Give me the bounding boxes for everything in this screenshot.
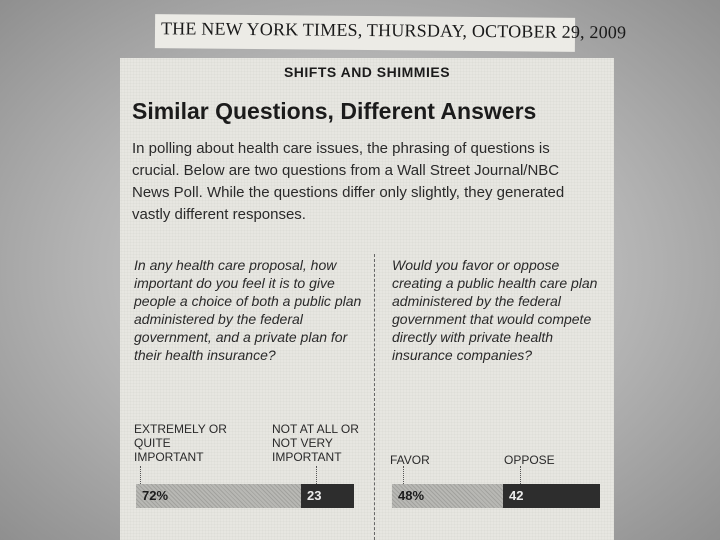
q2-response-2-label: OPPOSE bbox=[504, 453, 555, 467]
question-2-text: Would you favor or oppose creating a pub… bbox=[392, 257, 598, 363]
section-kicker: SHIFTS AND SHIMMIES bbox=[283, 64, 451, 80]
newspaper-masthead: THE NEW YORK TIMES, THURSDAY, OCTOBER 29… bbox=[154, 14, 626, 52]
q2-response-1-tick bbox=[403, 466, 404, 486]
column-divider bbox=[374, 254, 375, 540]
q2-response-2-bar: 42 bbox=[503, 484, 600, 508]
q2-response-1-bar: 48% bbox=[392, 484, 503, 508]
q2-response-2-tick bbox=[520, 466, 521, 486]
q1-response-2-tick bbox=[316, 466, 317, 486]
q1-response-2-bar: 23 bbox=[301, 484, 354, 508]
question-1-text: In any health care proposal, how importa… bbox=[134, 257, 362, 363]
headline: Similar Questions, Different Answers bbox=[132, 98, 537, 124]
q1-response-1-label: EXTREMELY OR QUITE IMPORTANT bbox=[134, 422, 227, 464]
q1-response-2-label: NOT AT ALL OR NOT VERY IMPORTANT bbox=[272, 422, 359, 464]
q2-response-1-label: FAVOR bbox=[390, 453, 430, 467]
q1-response-1-tick bbox=[140, 466, 141, 486]
q1-response-1-bar: 72% bbox=[136, 484, 301, 508]
intro-paragraph: In polling about health care issues, the… bbox=[132, 140, 565, 223]
newspaper-clipping: SHIFTS AND SHIMMIES Similar Questions, D… bbox=[120, 58, 614, 540]
